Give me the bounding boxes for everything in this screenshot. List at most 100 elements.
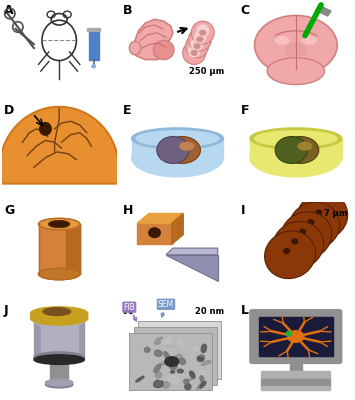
Bar: [261, 371, 330, 379]
Ellipse shape: [191, 38, 203, 50]
Ellipse shape: [168, 375, 179, 383]
Ellipse shape: [34, 316, 84, 327]
Ellipse shape: [298, 142, 312, 150]
Circle shape: [286, 331, 292, 336]
Text: I: I: [241, 204, 245, 217]
Ellipse shape: [288, 331, 304, 342]
Circle shape: [191, 50, 197, 55]
Text: L: L: [241, 304, 249, 317]
Bar: [138, 321, 221, 379]
Text: SEM: SEM: [158, 300, 174, 317]
Ellipse shape: [199, 371, 205, 377]
Bar: [41, 321, 77, 358]
Ellipse shape: [162, 382, 170, 388]
Bar: [250, 138, 342, 158]
Ellipse shape: [200, 382, 206, 388]
Ellipse shape: [189, 28, 211, 51]
Ellipse shape: [275, 36, 289, 44]
Ellipse shape: [31, 312, 88, 325]
Ellipse shape: [136, 131, 219, 146]
Ellipse shape: [289, 202, 340, 250]
Text: 7 μm: 7 μm: [324, 210, 348, 218]
Text: C: C: [241, 4, 250, 17]
Circle shape: [316, 210, 322, 215]
Ellipse shape: [166, 345, 174, 347]
Ellipse shape: [200, 376, 204, 382]
Text: K: K: [122, 304, 132, 317]
Ellipse shape: [31, 307, 88, 320]
Bar: [129, 333, 212, 390]
Ellipse shape: [282, 136, 319, 164]
Bar: [87, 28, 100, 31]
Ellipse shape: [285, 43, 306, 57]
Polygon shape: [166, 248, 218, 255]
Bar: [134, 327, 217, 384]
Ellipse shape: [154, 338, 163, 344]
Ellipse shape: [178, 340, 185, 348]
Ellipse shape: [303, 36, 317, 44]
Ellipse shape: [154, 380, 163, 388]
Ellipse shape: [34, 352, 84, 364]
Bar: [38, 224, 80, 274]
Ellipse shape: [40, 123, 51, 135]
Circle shape: [92, 65, 95, 68]
Bar: [34, 321, 84, 358]
Ellipse shape: [136, 376, 144, 382]
Bar: [132, 138, 223, 158]
Text: 250 μm: 250 μm: [189, 67, 224, 76]
Polygon shape: [137, 214, 183, 223]
Text: J: J: [4, 304, 9, 317]
Ellipse shape: [273, 221, 324, 269]
Ellipse shape: [179, 358, 186, 364]
Text: D: D: [4, 104, 14, 117]
Ellipse shape: [159, 377, 161, 380]
Ellipse shape: [255, 16, 337, 75]
Circle shape: [308, 220, 313, 224]
Ellipse shape: [45, 379, 73, 386]
Ellipse shape: [154, 350, 162, 356]
Text: F: F: [241, 104, 249, 117]
Ellipse shape: [153, 40, 174, 60]
Ellipse shape: [43, 308, 71, 316]
Circle shape: [194, 44, 200, 48]
Text: G: G: [4, 204, 14, 217]
FancyBboxPatch shape: [250, 310, 342, 364]
Bar: [66, 224, 80, 274]
Polygon shape: [166, 255, 218, 281]
Circle shape: [284, 248, 290, 253]
Ellipse shape: [250, 138, 342, 177]
Polygon shape: [172, 214, 183, 244]
Bar: [261, 379, 330, 384]
Ellipse shape: [132, 128, 223, 149]
Ellipse shape: [49, 221, 70, 228]
Ellipse shape: [154, 364, 161, 373]
Ellipse shape: [191, 21, 214, 44]
Circle shape: [200, 30, 206, 35]
Ellipse shape: [164, 136, 201, 164]
Ellipse shape: [193, 346, 200, 351]
Ellipse shape: [170, 371, 175, 373]
Ellipse shape: [164, 352, 169, 359]
Ellipse shape: [194, 32, 206, 43]
Ellipse shape: [184, 379, 189, 384]
Ellipse shape: [250, 128, 342, 149]
Ellipse shape: [132, 138, 223, 177]
Polygon shape: [0, 107, 119, 184]
Circle shape: [149, 228, 160, 238]
Ellipse shape: [197, 355, 204, 362]
Circle shape: [197, 37, 203, 42]
Ellipse shape: [155, 372, 162, 378]
Bar: [50, 356, 69, 383]
Ellipse shape: [165, 357, 179, 366]
Text: FIB: FIB: [124, 303, 136, 321]
Ellipse shape: [186, 35, 208, 58]
Ellipse shape: [190, 372, 194, 376]
Ellipse shape: [189, 45, 200, 57]
Bar: [290, 360, 302, 371]
Circle shape: [300, 229, 306, 234]
Text: 20 nm: 20 nm: [195, 306, 224, 316]
Ellipse shape: [177, 369, 183, 373]
Polygon shape: [137, 223, 172, 244]
Ellipse shape: [161, 362, 164, 365]
Ellipse shape: [157, 136, 189, 164]
